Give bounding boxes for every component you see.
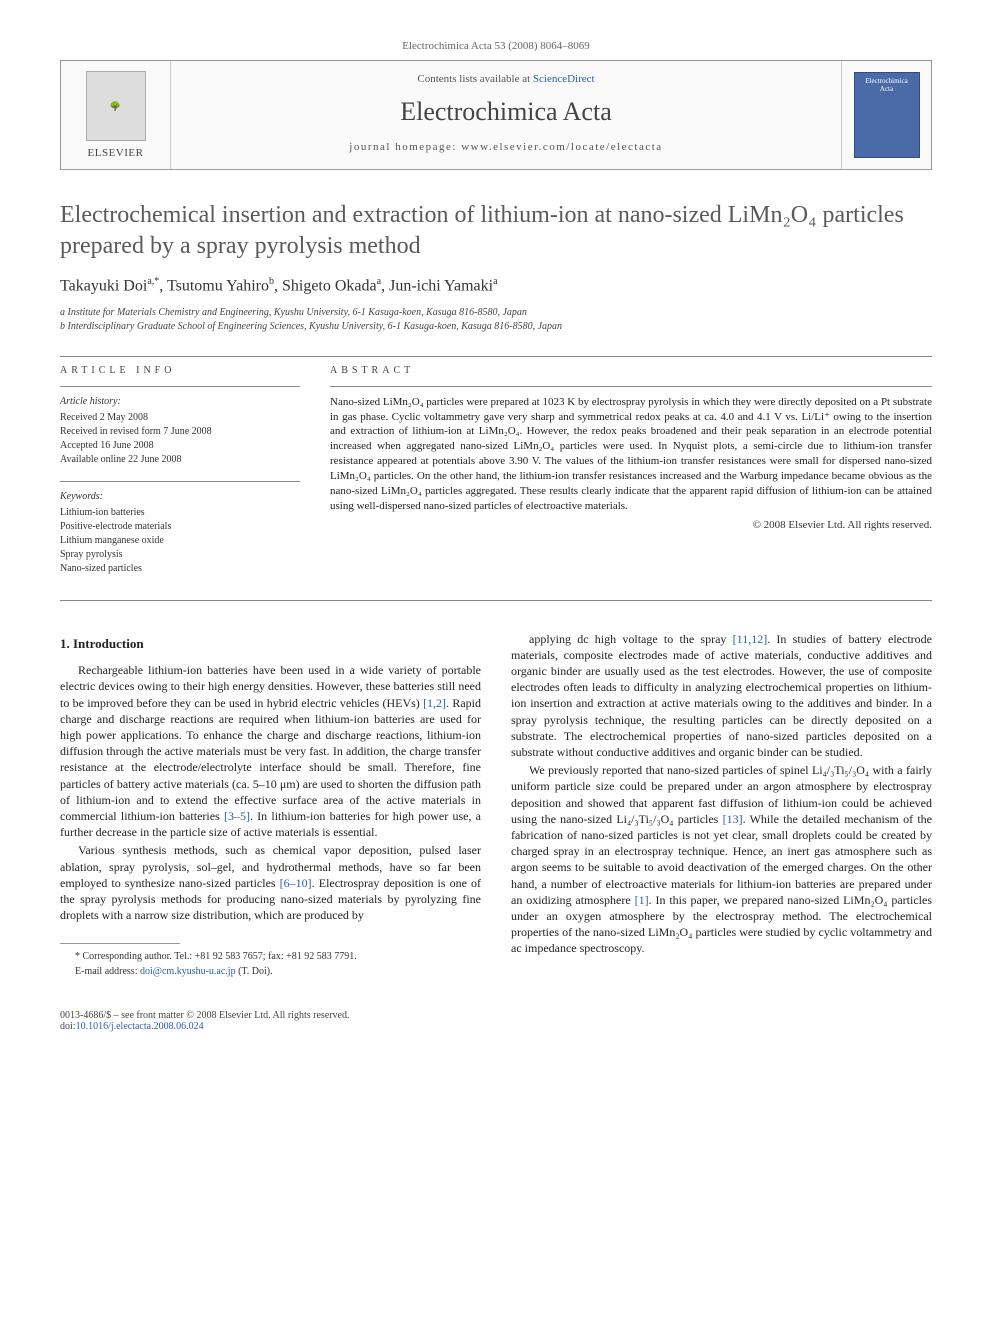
divider-top [60, 356, 932, 357]
keyword-item: Lithium manganese oxide [60, 534, 300, 548]
article-title: Electrochemical insertion and extraction… [60, 200, 932, 262]
info-divider-1 [60, 386, 300, 387]
info-abstract-row: ARTICLE INFO Article history: Received 2… [60, 365, 932, 590]
section-heading-intro: 1. Introduction [60, 635, 481, 653]
ref-link[interactable]: [13] [723, 812, 743, 826]
email-footnote: E-mail address: doi@cm.kyushu-u.ac.jp (T… [60, 965, 481, 978]
ref-link[interactable]: [3–5] [224, 809, 250, 823]
body-paragraph: Rechargeable lithium-ion batteries have … [60, 662, 481, 840]
article-info-heading: ARTICLE INFO [60, 365, 300, 376]
history-item: Received 2 May 2008 [60, 411, 300, 425]
ref-link[interactable]: [6–10] [280, 876, 312, 890]
abstract-heading: ABSTRACT [330, 365, 932, 376]
journal-name: Electrochimica Acta [181, 97, 831, 127]
issn-line: 0013-4686/$ – see front matter © 2008 El… [60, 1010, 349, 1021]
info-divider-2 [60, 481, 300, 482]
history-item: Available online 22 June 2008 [60, 453, 300, 467]
abstract-text: Nano-sized LiMn₂O₄ particles were prepar… [330, 395, 932, 514]
affiliation-b: b Interdisciplinary Graduate School of E… [60, 320, 932, 334]
elsevier-tree-icon: 🌳 [86, 71, 146, 141]
header-center: Contents lists available at ScienceDirec… [171, 61, 841, 169]
body-paragraph: We previously reported that nano-sized p… [511, 762, 932, 956]
history-subheading: Article history: [60, 395, 300, 409]
affiliation-a: a Institute for Materials Chemistry and … [60, 306, 932, 320]
contents-available-line: Contents lists available at ScienceDirec… [181, 73, 831, 85]
doi-label: doi: [60, 1021, 76, 1032]
publisher-name: ELSEVIER [88, 147, 144, 159]
publisher-logo-block: 🌳 ELSEVIER [61, 61, 171, 169]
authors-line: Takayuki Doia,*, Tsutomu Yahirob, Shiget… [60, 276, 932, 295]
keyword-item: Spray pyrolysis [60, 548, 300, 562]
doi-line: doi:10.1016/j.electacta.2008.06.024 [60, 1021, 349, 1032]
history-item: Received in revised form 7 June 2008 [60, 425, 300, 439]
keyword-item: Nano-sized particles [60, 562, 300, 576]
body-paragraph: Various synthesis methods, such as chemi… [60, 842, 481, 923]
journal-header-box: 🌳 ELSEVIER Contents lists available at S… [60, 60, 932, 170]
abstract-column: ABSTRACT Nano-sized LiMn₂O₄ particles we… [330, 365, 932, 590]
abstract-copyright: © 2008 Elsevier Ltd. All rights reserved… [330, 519, 932, 531]
email-suffix: (T. Doi). [236, 966, 273, 977]
footer-left: 0013-4686/$ – see front matter © 2008 El… [60, 1010, 349, 1032]
homepage-line: journal homepage: www.elsevier.com/locat… [181, 141, 831, 153]
doi-link[interactable]: 10.1016/j.electacta.2008.06.024 [76, 1021, 204, 1032]
page-container: Electrochimica Acta 53 (2008) 8064–8069 … [0, 0, 992, 1072]
citation-line: Electrochimica Acta 53 (2008) 8064–8069 [60, 40, 932, 52]
email-link[interactable]: doi@cm.kyushu-u.ac.jp [140, 966, 236, 977]
divider-bottom [60, 600, 932, 601]
body-paragraph: applying dc high voltage to the spray [1… [511, 631, 932, 761]
body-two-column: 1. Introduction Rechargeable lithium-ion… [60, 631, 932, 981]
keywords-block: Keywords: Lithium-ion batteries Positive… [60, 490, 300, 576]
history-item: Accepted 16 June 2008 [60, 439, 300, 453]
contents-prefix: Contents lists available at [417, 73, 532, 85]
sciencedirect-link[interactable]: ScienceDirect [533, 73, 595, 85]
page-footer: 0013-4686/$ – see front matter © 2008 El… [60, 1004, 932, 1032]
keyword-item: Positive-electrode materials [60, 520, 300, 534]
ref-link[interactable]: [11,12] [733, 632, 768, 646]
footnote-separator [60, 943, 180, 944]
ref-link[interactable]: [1] [635, 893, 649, 907]
article-history-block: Article history: Received 2 May 2008 Rec… [60, 395, 300, 467]
keywords-subheading: Keywords: [60, 490, 300, 504]
journal-cover-thumb: Electrochimica Acta [841, 61, 931, 169]
cover-image-placeholder: Electrochimica Acta [854, 72, 920, 158]
affiliations-block: a Institute for Materials Chemistry and … [60, 306, 932, 334]
homepage-url: www.elsevier.com/locate/electacta [461, 141, 663, 153]
keyword-item: Lithium-ion batteries [60, 506, 300, 520]
ref-link[interactable]: [1,2] [423, 696, 446, 710]
homepage-prefix: journal homepage: [349, 141, 461, 153]
corresponding-author-footnote: * Corresponding author. Tel.: +81 92 583… [60, 950, 481, 963]
article-info-column: ARTICLE INFO Article history: Received 2… [60, 365, 300, 590]
abstract-divider [330, 386, 932, 387]
email-label: E-mail address: [75, 966, 140, 977]
